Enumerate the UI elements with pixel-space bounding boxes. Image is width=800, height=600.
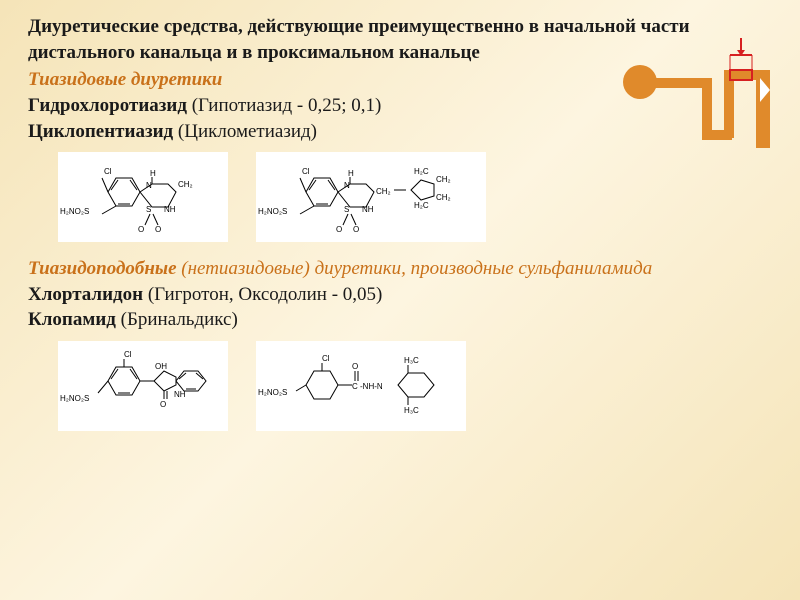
nephron-diagram	[620, 30, 780, 160]
chem-structure-cyclopenthiazide: Cl H₂NO₂S H N CH₂ H₂C CH₂ CH₂ H₂C NH S O	[256, 152, 486, 242]
svg-text:O: O	[352, 362, 358, 371]
svg-text:H₂NO₂S: H₂NO₂S	[60, 394, 89, 403]
svg-text:S: S	[344, 205, 349, 214]
svg-text:O: O	[155, 225, 161, 234]
svg-text:H₂NO₂S: H₂NO₂S	[60, 207, 89, 216]
svg-text:H: H	[348, 169, 354, 178]
svg-text:-NH-N: -NH-N	[360, 382, 383, 391]
svg-text:OH: OH	[155, 362, 167, 371]
drug-brand: (Гипотиазид - 0,25; 0,1)	[192, 95, 382, 116]
drug-name: Хлорталидон	[28, 284, 143, 305]
drug-brand: (Бринальдикс)	[121, 309, 238, 330]
svg-text:O: O	[138, 225, 144, 234]
svg-text:NH: NH	[362, 205, 374, 214]
svg-text:H₂NO₂S: H₂NO₂S	[258, 388, 287, 397]
title-text: Диуретические средства, действующие преи…	[28, 16, 690, 63]
svg-text:O: O	[353, 225, 359, 234]
svg-text:H₃C: H₃C	[404, 356, 419, 365]
group2-heading: Тиазидоподобные (нетиазидовые) диуретики…	[28, 256, 772, 282]
svg-text:H₃C: H₃C	[404, 406, 419, 415]
drug-name: Клопамид	[28, 309, 116, 330]
svg-text:C: C	[352, 382, 358, 391]
svg-text:Cl: Cl	[104, 167, 112, 176]
drug-name: Циклопентиазид	[28, 121, 173, 142]
chem-structure-chlortalidone: Cl H₂NO₂S OH NH O	[58, 341, 228, 431]
svg-text:S: S	[146, 205, 151, 214]
drug-brand: (Гигротон, Оксодолин - 0,05)	[148, 284, 383, 305]
chem-structure-hydrochlorothiazide: Cl H₂NO₂S H N CH₂ NH S O O	[58, 152, 228, 242]
svg-text:CH₂: CH₂	[436, 175, 451, 184]
drug-name: Гидрохлоротиазид	[28, 95, 187, 116]
svg-text:H₂NO₂S: H₂NO₂S	[258, 207, 287, 216]
group2-heading-rest: (нетиазидовые) диуретики, производные су…	[181, 258, 652, 279]
svg-text:CH₂: CH₂	[376, 187, 391, 196]
group2-heading-bold: Тиазидоподобные	[28, 258, 177, 279]
chem-structure-clopamide: Cl H₂NO₂S C O -NH-N H₃C H₃C	[256, 341, 466, 431]
svg-text:CH₂: CH₂	[178, 180, 193, 189]
chem-row-1: Cl H₂NO₂S H N CH₂ NH S O O	[58, 152, 772, 242]
svg-text:H₂C: H₂C	[414, 167, 429, 176]
chem-row-2: Cl H₂NO₂S OH NH O	[58, 341, 772, 431]
drug-brand: (Циклометиазид)	[178, 121, 317, 142]
drug-line-3: Хлорталидон (Гигротон, Оксодолин - 0,05)	[28, 282, 772, 308]
drug-line-4: Клопамид (Бринальдикс)	[28, 307, 772, 333]
svg-text:N: N	[344, 181, 350, 190]
svg-text:Cl: Cl	[302, 167, 310, 176]
svg-text:H: H	[150, 169, 156, 178]
svg-text:Cl: Cl	[124, 350, 132, 359]
svg-text:Cl: Cl	[322, 354, 330, 363]
svg-text:N: N	[146, 181, 152, 190]
svg-text:H₂C: H₂C	[414, 201, 429, 210]
svg-text:CH₂: CH₂	[436, 193, 451, 202]
svg-text:O: O	[336, 225, 342, 234]
svg-text:O: O	[160, 400, 166, 409]
svg-text:NH: NH	[164, 205, 176, 214]
